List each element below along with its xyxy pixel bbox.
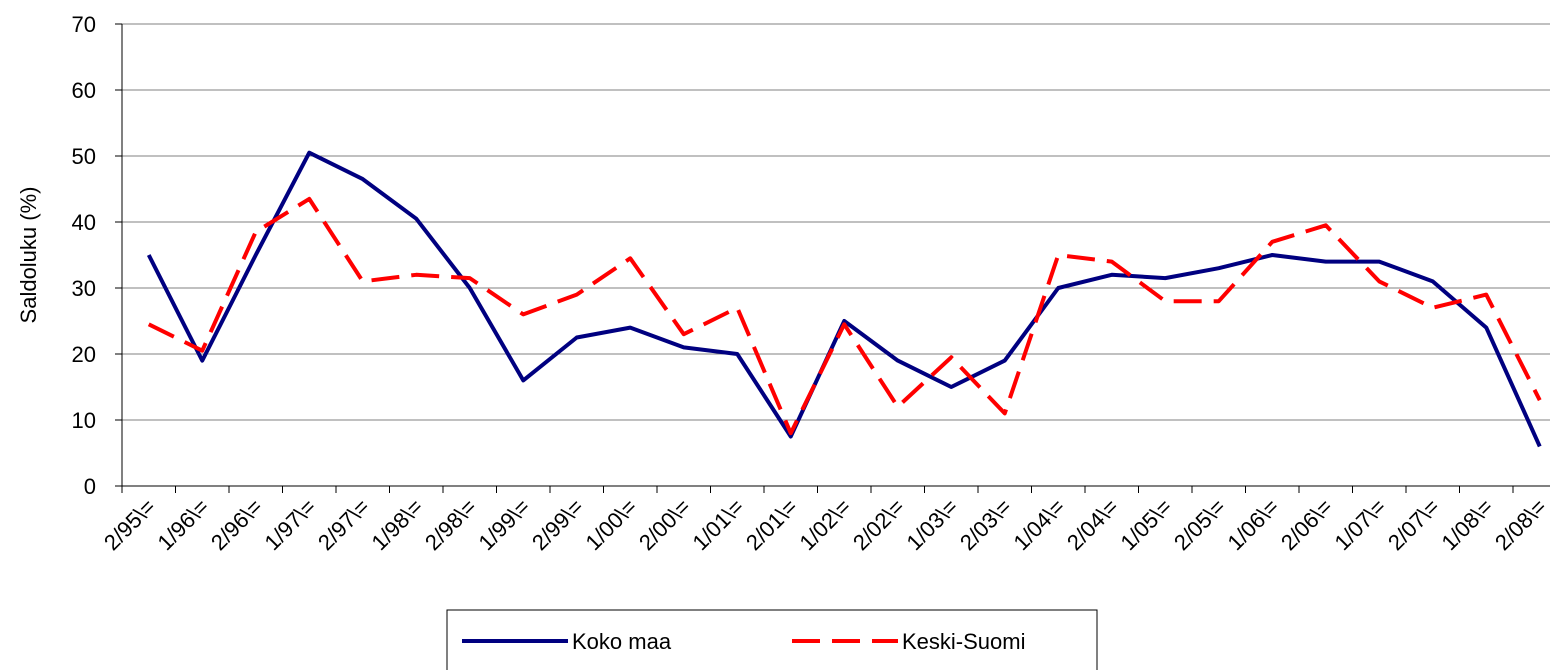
y-tick-label: 20	[72, 342, 96, 367]
y-tick-label: 70	[72, 12, 96, 37]
x-tick-label: 1/08\=	[1436, 494, 1497, 555]
y-tick-label: 60	[72, 78, 96, 103]
legend-label: Koko maa	[572, 629, 672, 654]
y-tick-label: 40	[72, 210, 96, 235]
x-tick-label: 1/01\=	[687, 494, 748, 555]
series-line	[147, 196, 1542, 436]
series-line	[146, 150, 1542, 448]
x-tick-label: 2/07\=	[1383, 494, 1444, 555]
x-tick-label: 2/02\=	[848, 494, 909, 555]
x-tick-label: 2/04\=	[1062, 494, 1123, 555]
x-tick-label: 2/03\=	[955, 494, 1016, 555]
x-tick-label: 1/00\=	[580, 494, 641, 555]
x-tick-label: 2/01\=	[741, 494, 802, 555]
x-tick-label: 2/98\=	[420, 494, 481, 555]
x-tick-label: 2/00\=	[634, 494, 695, 555]
y-tick-label: 10	[72, 408, 96, 433]
x-tick-label: 1/05\=	[1115, 494, 1176, 555]
x-tick-label: 1/99\=	[473, 494, 534, 555]
x-tick-label: 1/96\=	[152, 494, 213, 555]
x-tick-label: 2/95\=	[99, 494, 160, 555]
x-tick-label: 1/02\=	[794, 494, 855, 555]
legend: Koko maa Keski-Suomi	[446, 609, 1098, 670]
x-tick-label: 2/08\=	[1490, 494, 1551, 555]
x-tick-label: 2/97\=	[313, 494, 374, 555]
y-tick-label: 30	[72, 276, 96, 301]
x-tick-label: 2/99\=	[527, 494, 588, 555]
legend-label: Keski-Suomi	[902, 629, 1025, 654]
x-tick-label: 1/98\=	[366, 494, 427, 555]
x-tick-label: 1/03\=	[901, 494, 962, 555]
x-tick-label: 1/97\=	[259, 494, 320, 555]
y-tick-label: 50	[72, 144, 96, 169]
x-tick-label: 1/07\=	[1329, 494, 1390, 555]
x-tick-label: 2/96\=	[206, 494, 267, 555]
x-tick-label: 2/05\=	[1169, 494, 1230, 555]
x-tick-label: 1/06\=	[1222, 494, 1283, 555]
x-tick-label: 1/04\=	[1008, 494, 1069, 555]
x-tick-label: 2/06\=	[1276, 494, 1337, 555]
y-axis-title: Saldoluku (%)	[16, 187, 41, 324]
y-tick-label: 0	[84, 474, 96, 499]
